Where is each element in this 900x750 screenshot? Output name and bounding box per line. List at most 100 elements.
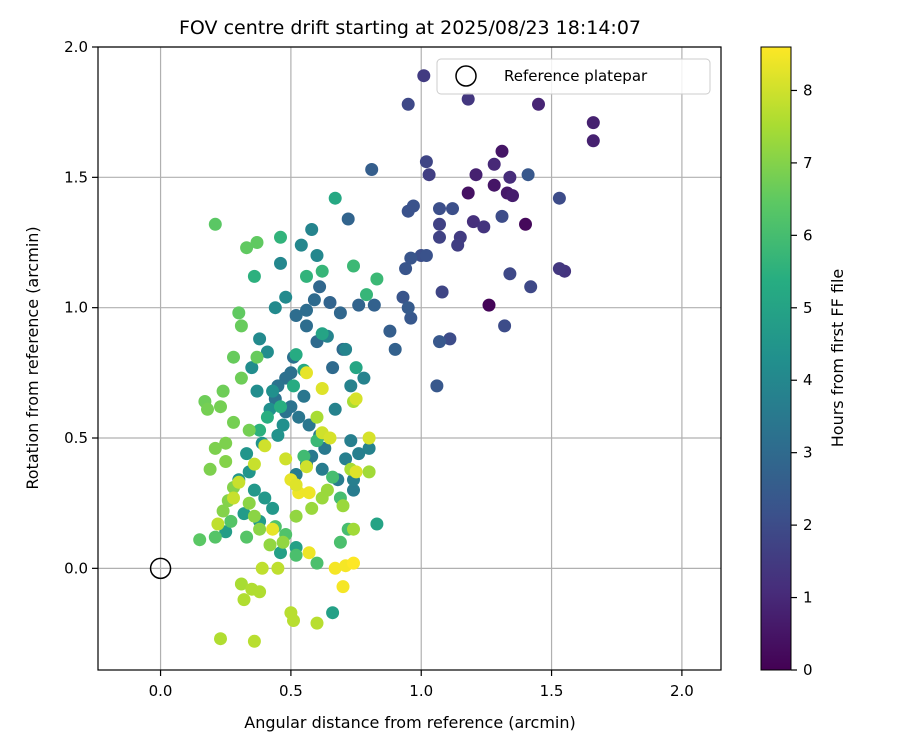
scatter-point — [396, 290, 410, 304]
scatter-point — [208, 441, 222, 455]
colorbar-tick-label: 6 — [803, 226, 813, 244]
scatter-point — [344, 379, 358, 393]
scatter-point — [487, 157, 501, 171]
plot-frame — [97, 46, 722, 671]
scatter-point — [422, 168, 436, 182]
scatter-point — [250, 384, 264, 398]
scatter-point — [333, 306, 347, 320]
scatter-point — [352, 298, 366, 312]
scatter-point — [279, 452, 293, 466]
reference-platepar-marker — [149, 557, 172, 580]
scatter-point — [232, 306, 246, 320]
legend-box — [436, 58, 711, 95]
colorbar-tick-label: 3 — [803, 444, 813, 462]
scatter-point — [242, 423, 256, 437]
y-axis-label: Rotation from reference (arcmin) — [23, 226, 42, 489]
scatter-point — [234, 577, 248, 591]
y-tick-label: 0.5 — [64, 429, 88, 447]
scatter-point — [310, 249, 324, 262]
scatter-point — [524, 280, 538, 294]
x-axis-label: Angular distance from reference (arcmin) — [244, 713, 575, 732]
scatter-point — [320, 483, 334, 497]
scatter-point — [401, 204, 415, 218]
scatter-point — [247, 483, 261, 497]
scatter-point — [466, 215, 480, 229]
scatter-point — [347, 483, 360, 497]
x-tick-label: 1.5 — [540, 682, 564, 700]
scatter-point — [469, 168, 483, 182]
scatter-point — [498, 319, 512, 333]
scatter-point — [341, 212, 355, 226]
scatter-point — [297, 389, 311, 403]
scatter-point — [362, 441, 376, 455]
scatter-point — [247, 509, 261, 523]
scatter-point — [435, 285, 449, 299]
scatter-point — [552, 262, 566, 276]
scatter-point — [258, 439, 272, 453]
scatter-point — [349, 465, 363, 479]
scatter-point — [328, 191, 342, 205]
scatter-point — [227, 415, 240, 429]
scatter-point — [362, 465, 376, 479]
scatter-point — [323, 431, 337, 445]
scatter-point — [297, 449, 311, 463]
scatter-point — [315, 462, 329, 476]
scatter-point — [216, 504, 230, 518]
x-axis-ticks: 0.0 0.5 1.0 1.5 2.0 — [149, 670, 694, 700]
scatter-point — [347, 556, 360, 570]
scatter-point — [344, 434, 358, 448]
scatter-point — [289, 548, 303, 562]
scatter-point — [214, 400, 227, 414]
scatter-point — [263, 538, 277, 552]
scatter-point — [208, 530, 222, 544]
scatter-point — [216, 384, 230, 398]
scatter-point — [404, 251, 418, 265]
scatter-point — [552, 191, 566, 205]
colorbar-tick-label: 8 — [803, 81, 813, 99]
colorbar-tick-label: 4 — [803, 371, 813, 389]
scatter-point — [482, 298, 496, 312]
scatter-point — [240, 530, 254, 544]
scatter-point — [300, 366, 313, 380]
scatter-point — [433, 202, 446, 216]
scatter-point — [300, 269, 313, 283]
scatter-point — [234, 319, 248, 333]
scatter-point — [247, 457, 261, 471]
scatter-point — [360, 288, 373, 302]
grid-layer — [98, 46, 721, 670]
scatter-point — [260, 345, 274, 359]
scatter-point — [274, 546, 287, 560]
scatter-point — [214, 632, 227, 646]
scatter-point — [247, 634, 261, 648]
scatter-point — [253, 585, 267, 599]
scatter-point — [279, 290, 293, 304]
scatter-point — [219, 436, 233, 450]
scatter-point — [307, 293, 321, 307]
scatter-point — [521, 168, 535, 182]
y-axis-ticks: 0.0 0.5 1.0 1.5 2.0 — [64, 38, 98, 577]
scatter-point — [237, 507, 251, 521]
scatter-point — [268, 301, 282, 315]
scatter-point — [255, 561, 269, 575]
scatter-point — [247, 269, 261, 283]
scatter-point — [300, 319, 313, 333]
scatter-point — [224, 514, 238, 528]
legend-marker — [455, 65, 477, 87]
scatter-point — [245, 361, 259, 375]
scatter-point — [323, 296, 337, 309]
scatter-point — [495, 209, 509, 223]
scatter-point — [328, 402, 342, 416]
scatter-point — [477, 220, 491, 234]
scatter-point — [289, 309, 303, 322]
scatter-point — [328, 561, 342, 575]
scatter-point — [300, 460, 313, 474]
scatter-point — [326, 606, 340, 620]
scatter-point — [287, 379, 300, 393]
scatter-points-layer — [193, 69, 600, 648]
colorbar-label: Hours from first FF file — [828, 269, 847, 448]
scatter-point — [443, 332, 457, 346]
scatter-point — [419, 249, 433, 262]
scatter-point — [271, 561, 285, 575]
scatter-point — [433, 335, 446, 349]
